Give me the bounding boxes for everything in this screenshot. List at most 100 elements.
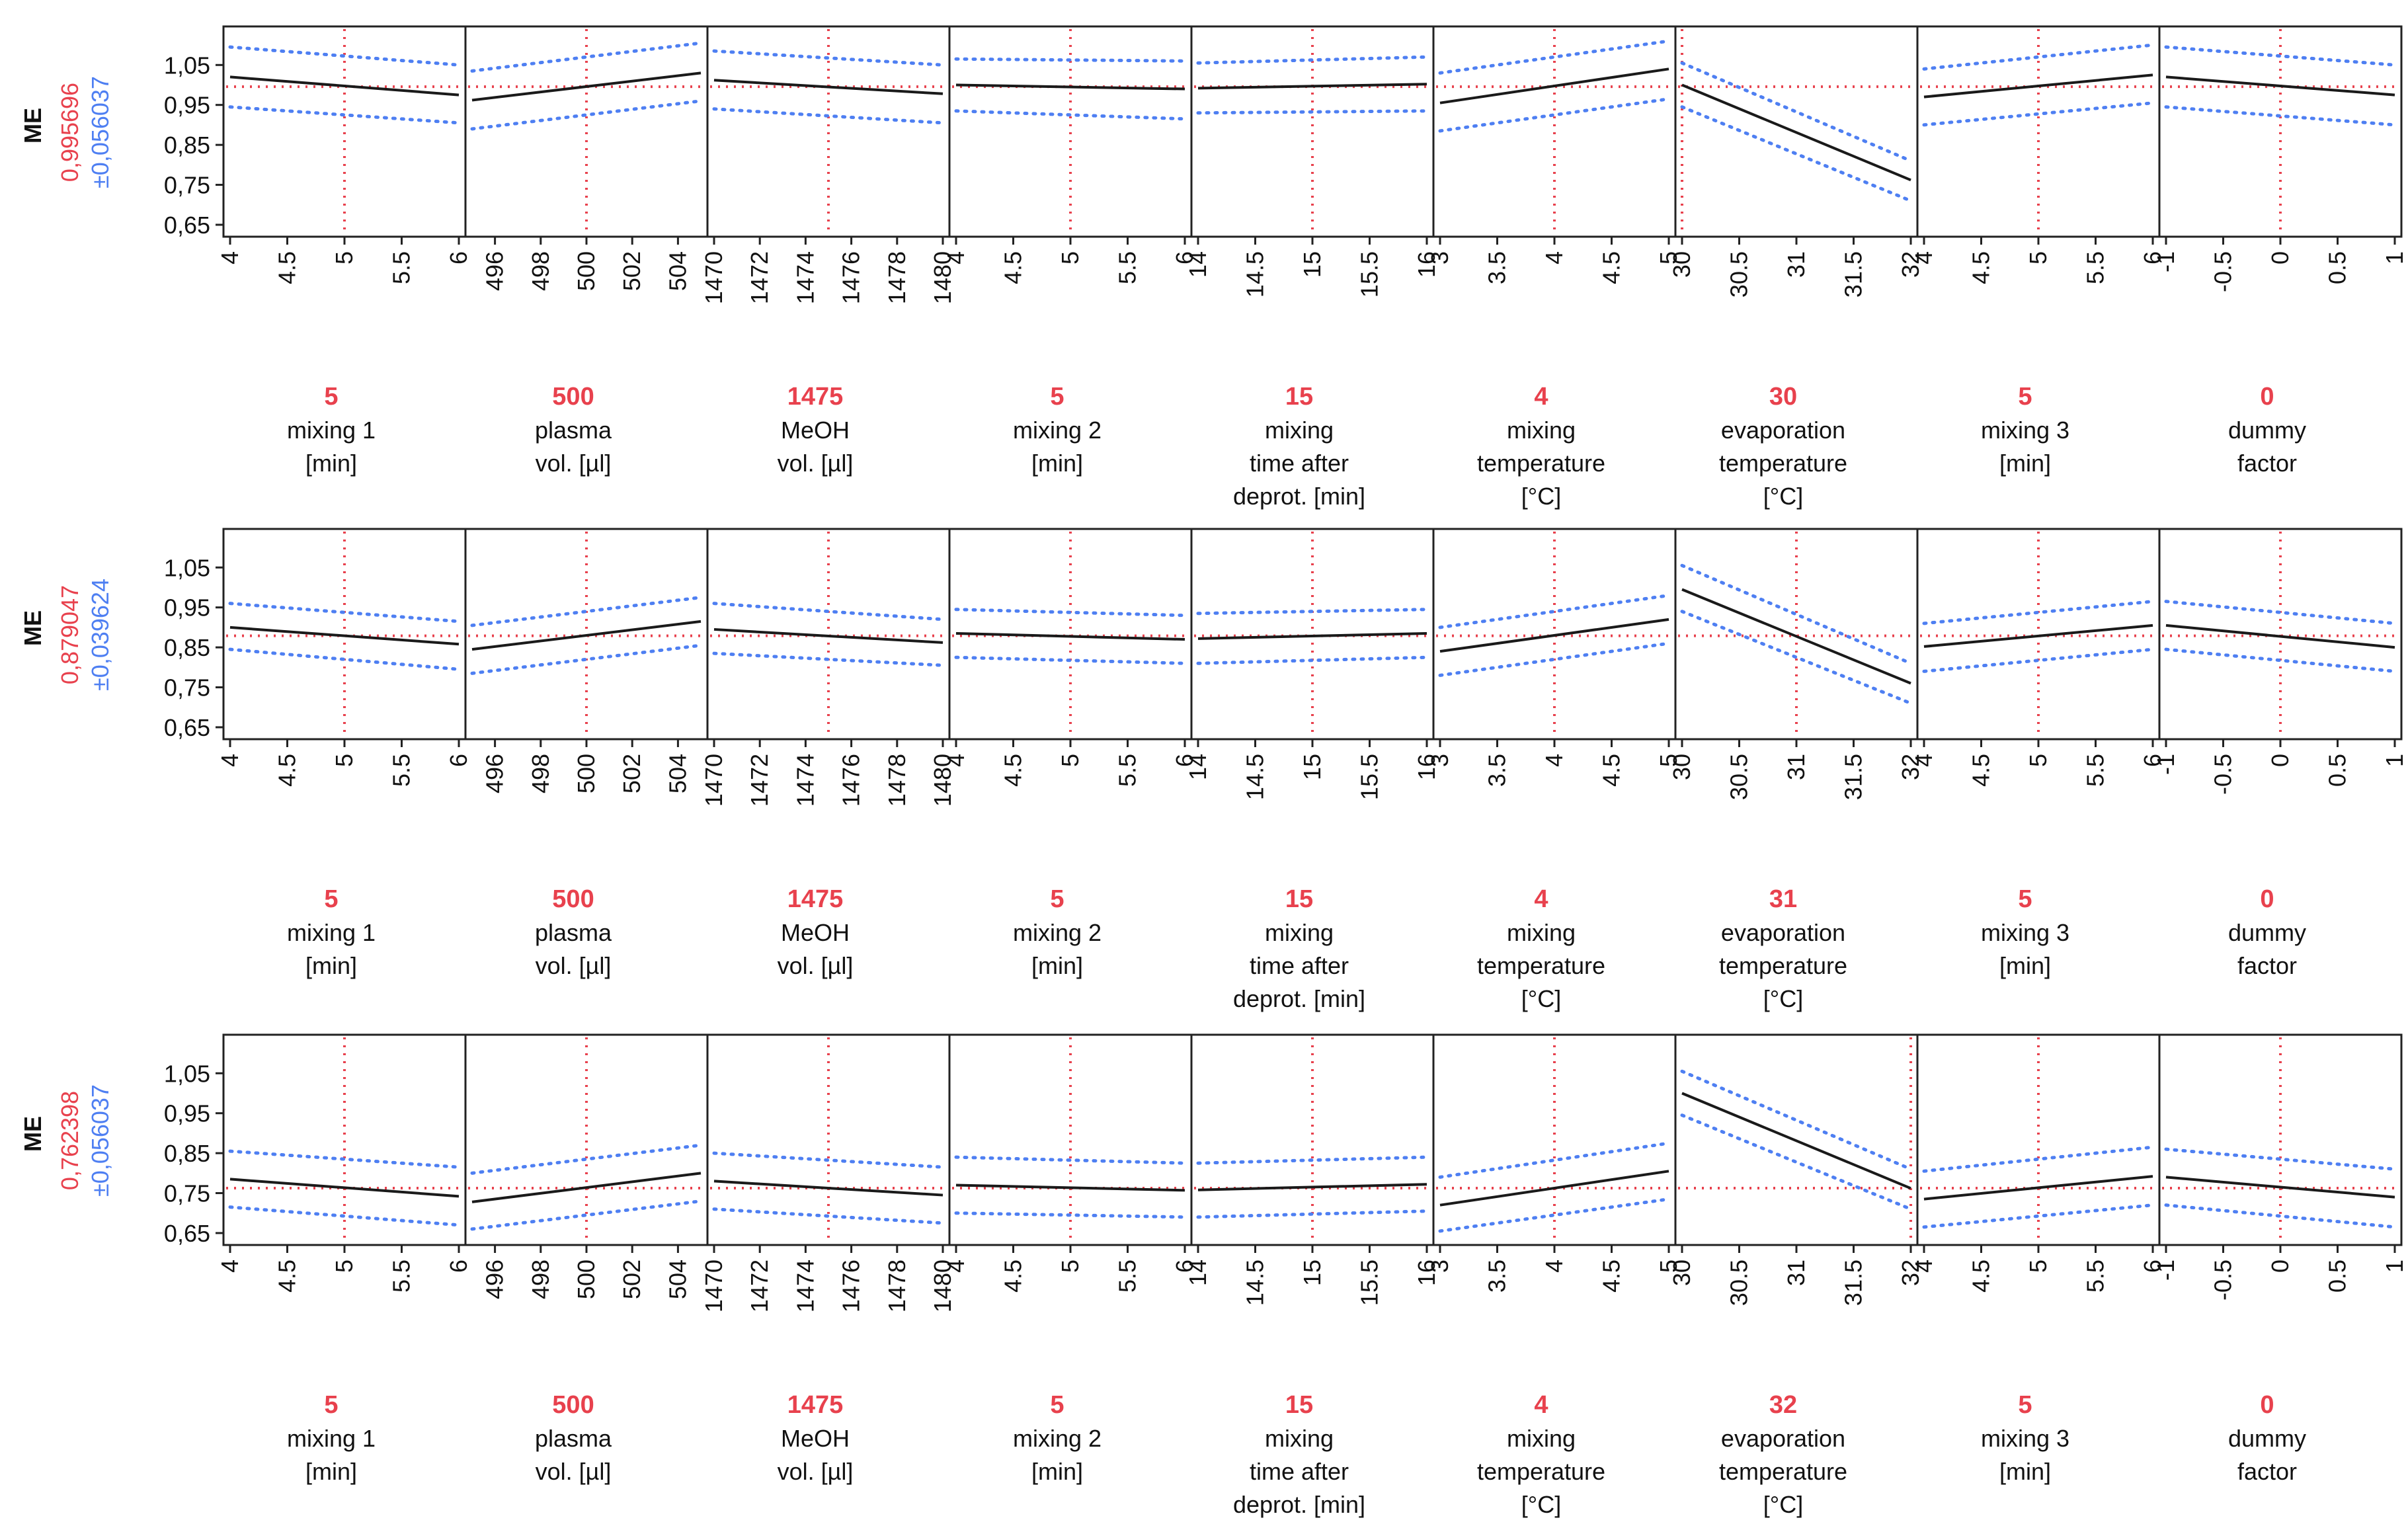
panel-meoh: 1470 1472 1474 1476 1478 1480 1475 MeOH vol. [µl…	[700, 1033, 956, 1485]
factor-current-value: 31	[1769, 885, 1797, 913]
x-tick-label: 4	[942, 251, 969, 264]
ci-upper-curve	[2164, 1147, 2397, 1171]
y-axis-title: ME	[19, 1116, 46, 1152]
x-tick-label: 31	[1783, 251, 1810, 278]
ci-lower-curve	[228, 105, 461, 125]
x-tick-label: 16	[1413, 1260, 1440, 1286]
x-tick-label: 14	[1184, 251, 1211, 278]
x-tick-label: 0	[2267, 754, 2294, 767]
x-tick-label: 1478	[883, 1260, 910, 1312]
factor-name: mixing 3	[1981, 919, 2069, 946]
factor-current-value: 0	[2260, 885, 2274, 913]
x-tick-label: 5	[331, 251, 358, 264]
factor-name: temperature	[1719, 450, 1847, 477]
factor-name: vol. [µl]	[778, 1458, 854, 1485]
prediction-trace	[229, 625, 460, 646]
prediction-trace	[1439, 67, 1669, 104]
x-tick-label: 3.5	[1484, 1260, 1511, 1293]
prediction-trace	[1923, 623, 2153, 648]
ci-upper-curve	[1196, 55, 1429, 65]
x-tick-label: 15	[1299, 754, 1326, 780]
x-tick-label: 5.5	[2082, 1260, 2109, 1293]
panel-dummy: -1 -0.5 0 0.5 1 0 dummy factor	[2152, 1033, 2408, 1485]
panel-mixtemp: 3 3.5 4 4.5 5 4 mixing temperature [°C]	[1426, 25, 1682, 510]
factor-current-value: 0	[2260, 383, 2274, 411]
prediction-trace	[2165, 75, 2395, 97]
x-tick-label: 1472	[746, 1260, 773, 1312]
x-tick-label: 502	[618, 1260, 645, 1299]
ci-upper-curve	[954, 608, 1187, 618]
factor-name: mixing 2	[1013, 919, 1102, 946]
factor-name: deprot. [min]	[1233, 1491, 1365, 1518]
ci-upper-curve	[1680, 1069, 1913, 1171]
x-tick-label: 30	[1668, 251, 1695, 278]
ci-lower-curve	[1438, 1197, 1671, 1233]
ci-upper-curve	[2164, 600, 2397, 625]
x-tick-label: 5.5	[388, 754, 415, 787]
prediction-trace	[1439, 618, 1669, 653]
x-tick-label: 5	[331, 1260, 358, 1273]
x-tick-label: 4	[1541, 754, 1568, 767]
ci-lower-curve	[1438, 97, 1671, 133]
factor-name: dummy	[2228, 919, 2306, 946]
ci-upper-curve	[1196, 608, 1429, 616]
y-tick-label: 0,85	[164, 1140, 210, 1167]
x-tick-label: 4.5	[1598, 1260, 1625, 1293]
y-tick-label: 0,75	[164, 172, 210, 199]
prediction-trace	[2165, 623, 2395, 649]
x-tick-label: 5	[1057, 1260, 1084, 1273]
profiler-row-2: ME 0,879047 ±0,0396241,050,950,850,750,654…	[19, 528, 2408, 1012]
ci-lower-curve	[712, 651, 945, 667]
y-tick-label: 0,95	[164, 1100, 210, 1127]
x-tick-label: 3.5	[1484, 754, 1511, 787]
x-tick-label: 4	[942, 754, 969, 767]
factor-name: MeOH	[781, 1425, 850, 1452]
x-tick-label: -0.5	[2210, 251, 2237, 292]
factor-name: mixing	[1265, 417, 1334, 444]
ci-lower-curve	[712, 107, 945, 125]
prediction-trace	[229, 1178, 460, 1198]
x-tick-label: 5	[331, 754, 358, 767]
x-tick-label: 0.5	[2324, 754, 2351, 787]
confidence-interval-label: ±0,056037	[87, 76, 114, 188]
ci-upper-curve	[954, 57, 1187, 63]
factor-current-value: 500	[552, 383, 594, 411]
x-tick-label: 5	[2025, 754, 2052, 767]
factor-name: mixing	[1507, 919, 1576, 946]
x-tick-label: 15	[1299, 1260, 1326, 1286]
ci-upper-curve	[1438, 1141, 1671, 1179]
x-tick-label: 5.5	[388, 1260, 415, 1293]
factor-current-value: 5	[1050, 383, 1064, 411]
x-tick-label: 1478	[883, 754, 910, 807]
x-tick-label: 6	[445, 1260, 472, 1273]
panel-mixing2: 4 4.5 5 5.5 6 5 mixing 2 [min]	[942, 1033, 1198, 1485]
panel-mixtime: 14 14.5 15 15.5 16 15 mixing time after deprot. …	[1184, 25, 1440, 510]
x-tick-label: 15	[1299, 251, 1326, 278]
x-tick-label: 32	[1897, 754, 1924, 780]
ci-lower-curve	[2164, 105, 2397, 127]
x-tick-label: 4.5	[274, 754, 301, 787]
ci-upper-curve	[1680, 563, 1913, 665]
x-tick-label: 502	[618, 754, 645, 793]
factor-name: vol. [µl]	[536, 1458, 612, 1485]
x-tick-label: 30.5	[1726, 1260, 1753, 1306]
x-tick-label: 14.5	[1242, 754, 1269, 800]
factor-name: mixing	[1507, 1425, 1576, 1452]
x-tick-label: 14.5	[1242, 251, 1269, 298]
y-tick-label: 0,65	[164, 212, 210, 239]
x-tick-label: 4	[216, 251, 243, 264]
y-tick-label: 0,95	[164, 594, 210, 622]
ci-upper-curve	[228, 1149, 461, 1169]
prediction-trace	[1197, 83, 1427, 90]
x-tick-label: 32	[1897, 1260, 1924, 1286]
ci-upper-curve	[1680, 61, 1913, 163]
factor-name: dummy	[2228, 1425, 2306, 1452]
x-tick-label: 1480	[929, 754, 956, 807]
factor-current-value: 5	[2018, 885, 2032, 913]
factor-name: deprot. [min]	[1233, 985, 1365, 1012]
factor-name: temperature	[1477, 952, 1605, 979]
y-axis-title: ME	[19, 610, 46, 646]
x-tick-label: 4.5	[1598, 754, 1625, 787]
prediction-trace	[713, 627, 943, 644]
ci-upper-curve	[1196, 1155, 1429, 1165]
